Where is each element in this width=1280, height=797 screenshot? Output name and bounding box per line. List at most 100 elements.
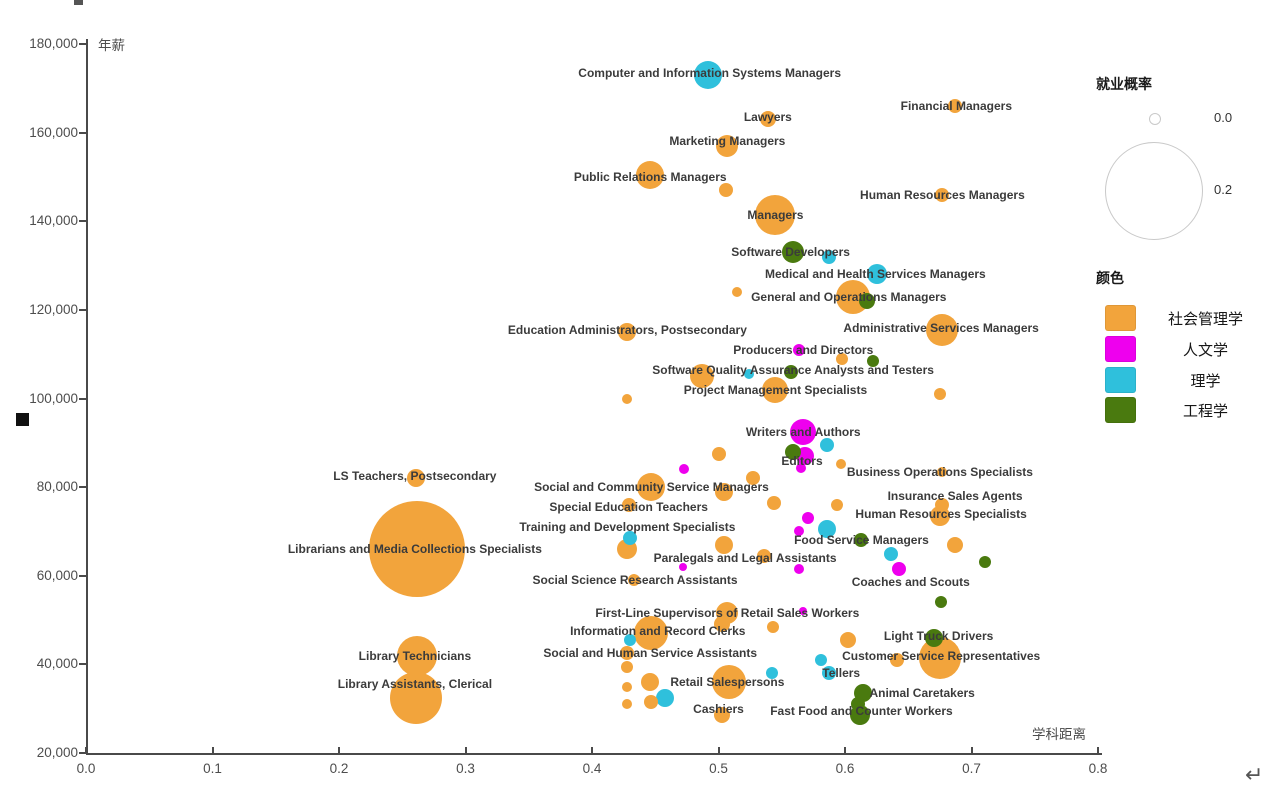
scatter-bubble[interactable] (924, 628, 943, 647)
scatter-bubble[interactable] (641, 673, 660, 692)
scatter-bubble[interactable] (766, 620, 779, 633)
scatter-bubble[interactable] (644, 695, 659, 710)
scatter-bubble[interactable] (883, 546, 898, 561)
scatter-bubble[interactable] (637, 473, 666, 502)
scatter-bubble[interactable] (714, 535, 733, 554)
scatter-bubble[interactable] (714, 707, 731, 724)
y-tick-label: 100,000 (29, 390, 78, 406)
scatter-bubble[interactable] (390, 671, 443, 724)
scatter-bubble[interactable] (794, 526, 805, 537)
scatter-bubble[interactable] (767, 495, 782, 510)
data-label: Project Management Specialists (683, 382, 868, 397)
scatter-bubble[interactable] (937, 466, 948, 477)
scatter-bubble[interactable] (622, 531, 637, 546)
scatter-bubble[interactable] (679, 562, 688, 571)
scatter-bubble[interactable] (782, 241, 805, 264)
scatter-bubble[interactable] (783, 364, 798, 379)
scatter-bubble[interactable] (793, 343, 806, 356)
scatter-bubble[interactable] (620, 646, 635, 661)
scatter-bubble[interactable] (622, 699, 633, 710)
scatter-bubble[interactable] (836, 459, 847, 470)
scatter-bubble[interactable] (820, 438, 835, 453)
scatter-bubble[interactable] (743, 369, 754, 380)
scatter-bubble[interactable] (836, 352, 849, 365)
scatter-bubble[interactable] (762, 376, 789, 403)
axis-top-mark (74, 0, 83, 5)
scatter-bubble[interactable] (948, 99, 963, 114)
scatter-bubble[interactable] (694, 61, 723, 90)
data-label: Fast Food and Counter Workers (770, 703, 953, 718)
scatter-bubble[interactable] (821, 249, 836, 264)
scatter-bubble[interactable] (679, 464, 690, 475)
scatter-bubble[interactable] (892, 562, 907, 577)
scatter-bubble[interactable] (759, 111, 776, 128)
scatter-bubble[interactable] (622, 681, 633, 692)
data-label: Marketing Managers (669, 134, 786, 149)
size-legend-value: 0.2 (1214, 182, 1233, 197)
scatter-bubble[interactable] (711, 665, 746, 700)
scatter-bubble[interactable] (407, 469, 426, 488)
legend-item[interactable]: 人文学 (1105, 336, 1277, 362)
scatter-bubble[interactable] (935, 596, 948, 609)
scatter-bubble[interactable] (926, 313, 959, 346)
scatter-bubble[interactable] (799, 607, 808, 616)
data-label: Light Truck Drivers (883, 628, 994, 643)
cursor-artifact (16, 413, 29, 426)
data-label: Food Service Managers (794, 533, 929, 548)
scatter-bubble[interactable] (802, 512, 815, 525)
scatter-bubble[interactable] (933, 388, 946, 401)
scatter-bubble[interactable] (947, 536, 964, 553)
scatter-bubble[interactable] (795, 463, 806, 474)
y-tick-label: 80,000 (36, 479, 78, 495)
scatter-bubble[interactable] (714, 616, 731, 633)
scatter-bubble[interactable] (397, 635, 438, 676)
scatter-bubble[interactable] (714, 482, 733, 501)
scatter-bubble[interactable] (636, 160, 665, 189)
scatter-bubble[interactable] (757, 548, 772, 563)
scatter-bubble[interactable] (814, 653, 827, 666)
data-label: Customer Service Representatives (842, 648, 1041, 663)
scatter-bubble[interactable] (866, 264, 887, 285)
scatter-bubble[interactable] (790, 418, 817, 445)
data-label: Computer and Information Systems Manager… (578, 65, 841, 80)
scatter-bubble[interactable] (621, 660, 634, 673)
scatter-bubble[interactable] (935, 187, 950, 202)
scatter-bubble[interactable] (935, 497, 950, 512)
scatter-bubble[interactable] (765, 667, 778, 680)
legend-item[interactable]: 理学 (1105, 367, 1277, 393)
y-tick-label: 160,000 (29, 124, 78, 140)
scatter-bubble[interactable] (831, 498, 844, 511)
scatter-bubble[interactable] (623, 634, 636, 646)
scatter-bubble[interactable] (858, 293, 875, 309)
scatter-bubble[interactable] (656, 688, 675, 707)
data-label: Producers and Directors (733, 342, 874, 357)
scatter-bubble[interactable] (690, 364, 715, 389)
data-label: Coaches and Scouts (851, 575, 970, 590)
scatter-bubble[interactable] (755, 194, 796, 235)
scatter-bubble[interactable] (785, 443, 802, 460)
scatter-bubble[interactable] (889, 652, 904, 667)
scatter-bubble[interactable] (732, 287, 743, 298)
scatter-bubble[interactable] (839, 632, 856, 648)
scatter-bubble[interactable] (621, 497, 636, 512)
scatter-bubble[interactable] (716, 134, 739, 157)
scatter-bubble[interactable] (369, 501, 466, 598)
scatter-bubble[interactable] (618, 323, 637, 342)
scatter-bubble[interactable] (818, 520, 837, 539)
scatter-bubble[interactable] (711, 446, 726, 461)
scatter-bubble[interactable] (794, 564, 805, 575)
x-tick-label: 0.3 (456, 761, 475, 776)
scatter-bubble[interactable] (634, 616, 669, 651)
scatter-bubble[interactable] (821, 666, 836, 681)
legend-item[interactable]: 工程学 (1105, 397, 1277, 423)
legend-item[interactable]: 社会管理学 (1105, 305, 1277, 331)
scatter-bubble[interactable] (854, 533, 869, 548)
scatter-bubble[interactable] (622, 393, 633, 404)
scatter-bubble[interactable] (745, 471, 760, 486)
scatter-bubble[interactable] (719, 183, 734, 198)
scatter-bubble[interactable] (866, 354, 879, 367)
data-label: Software Quality Assurance Analysts and … (652, 362, 934, 377)
scatter-bubble[interactable] (627, 574, 640, 587)
scatter-bubble[interactable] (979, 556, 992, 569)
scatter-bubble[interactable] (850, 697, 865, 712)
